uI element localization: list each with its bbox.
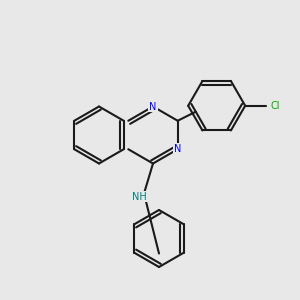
Text: Cl: Cl — [270, 101, 280, 111]
Text: N: N — [149, 101, 157, 112]
Text: N: N — [174, 144, 182, 154]
Text: NH: NH — [132, 191, 147, 202]
